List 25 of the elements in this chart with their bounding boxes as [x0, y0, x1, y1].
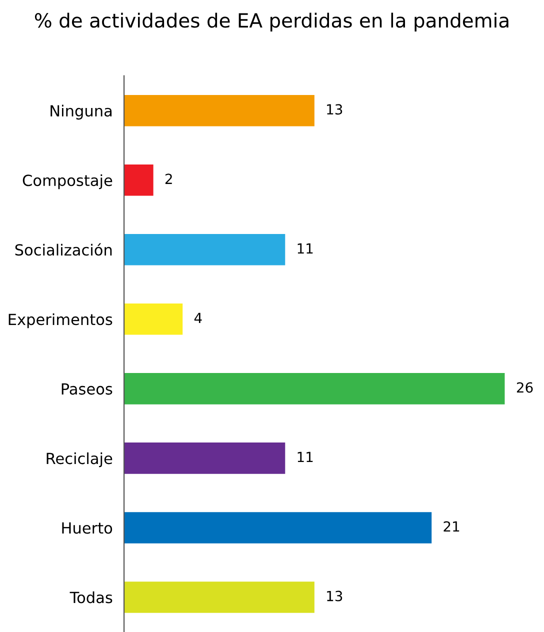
bar: [124, 164, 154, 196]
data-label: 21: [444, 521, 460, 532]
y-tick-label: Ninguna: [50, 104, 112, 120]
data-label: 4: [194, 312, 202, 323]
data-label: 11: [298, 452, 313, 462]
y-tick-label: Todas: [70, 591, 112, 604]
bar: [124, 304, 183, 335]
y-tick-label: Compostaje: [22, 174, 112, 190]
bar: [124, 512, 432, 544]
y-tick-label: Experimentos: [8, 313, 112, 328]
data-label: 2: [165, 174, 172, 184]
y-tick-label: Paseos: [62, 383, 112, 395]
y-tick-label: Socialización: [15, 243, 112, 256]
bar: [124, 94, 314, 126]
bar: [124, 442, 286, 474]
y-tick-label: Reciclaje: [46, 452, 112, 468]
data-label: 11: [298, 243, 313, 254]
bar: [124, 373, 505, 404]
y-tick-label: Huerto: [62, 522, 112, 534]
bar: [124, 582, 314, 613]
bar: [124, 234, 286, 266]
data-label: 13: [327, 104, 342, 115]
chart-title: % de actividades de EA perdidas en la pandemia: [34, 12, 508, 32]
data-label: 26: [516, 382, 533, 393]
data-label: 13: [327, 590, 342, 602]
